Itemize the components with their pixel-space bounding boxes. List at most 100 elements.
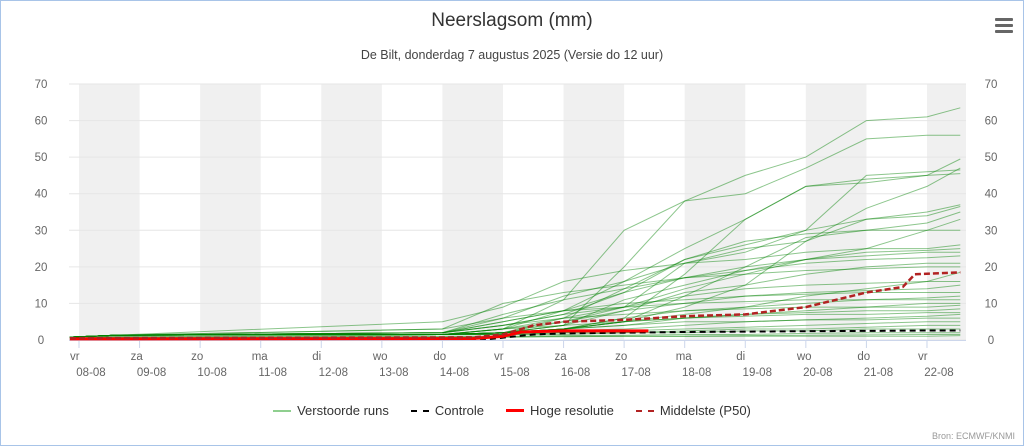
member-line [69, 255, 961, 338]
x-tick-day: wo [796, 351, 812, 363]
y-tick-label-left: 60 [35, 116, 48, 128]
x-tick-date: 13-08 [379, 367, 408, 379]
x-tick-date: 20-08 [803, 367, 832, 379]
member-line [69, 167, 961, 338]
chart-subtitle: De Bilt, donderdag 7 augustus 2025 (Vers… [360, 48, 664, 62]
legend-label: Middelste (P50) [659, 403, 751, 418]
chart-title: Neerslagsom (mm) [431, 10, 593, 31]
legend: Verstoorde runs Controle Hoge resolutie … [1, 403, 1023, 418]
y-tick-label-left: 40 [35, 189, 48, 201]
member-line [69, 266, 961, 338]
member-line [69, 173, 961, 338]
x-tick-date: 22-08 [924, 367, 953, 379]
x-tick-day: vr [918, 351, 928, 363]
member-line [69, 211, 961, 338]
x-tick-day: wo [372, 351, 388, 363]
member-line [69, 244, 961, 338]
y-tick-label-right: 40 [985, 189, 998, 201]
x-tick-day: di [736, 351, 745, 363]
day-band [563, 84, 625, 340]
x-tick-day: vr [70, 351, 80, 363]
member-line [69, 308, 961, 338]
legend-swatch [635, 409, 654, 412]
legend-item-members[interactable]: Verstoorde runs [273, 403, 389, 418]
x-tick-date: 09-08 [137, 367, 166, 379]
x-tick-day: ma [252, 351, 269, 363]
y-tick-label-left: 10 [35, 298, 48, 310]
y-tick-label-right: 30 [985, 225, 998, 237]
x-tick-day: do [857, 351, 870, 363]
y-tick-label-left: 70 [35, 79, 48, 91]
day-band [321, 84, 382, 340]
day-band [805, 84, 867, 340]
member-line [69, 304, 961, 338]
member-line [69, 292, 961, 338]
day-band [442, 84, 503, 340]
x-tick-date: 21-08 [864, 367, 893, 379]
member-line [69, 312, 961, 338]
x-tick-date: 16-08 [561, 367, 590, 379]
legend-swatch [410, 409, 429, 412]
member-line [69, 332, 961, 339]
x-tick-day: do [433, 351, 446, 363]
control-line [69, 329, 961, 340]
x-tick-day: ma [676, 351, 693, 363]
member-line [69, 313, 961, 338]
day-band [926, 84, 966, 340]
x-tick-date: 18-08 [682, 367, 711, 379]
x-tick-day: vr [494, 351, 504, 363]
member-line [69, 158, 961, 338]
x-tick-day: di [312, 351, 321, 363]
y-tick-label-left: 0 [38, 335, 44, 347]
x-tick-date: 14-08 [440, 367, 469, 379]
y-tick-label-left: 50 [35, 152, 48, 164]
member-line [69, 295, 961, 338]
legend-swatch [506, 409, 525, 412]
member-line [69, 107, 961, 338]
y-tick-label-right: 20 [985, 262, 998, 274]
x-tick-date: 10-08 [197, 367, 226, 379]
member-line [69, 169, 961, 338]
legend-label: Controle [434, 403, 485, 418]
hires-line [69, 329, 649, 341]
member-line [69, 251, 961, 338]
plot-area: 0 0 10 10 20 20 30 30 40 40 50 50 60 60 70 70 vr 08-08 za 0… [35, 79, 998, 379]
member-line [69, 262, 961, 338]
day-band [684, 84, 746, 340]
x-tick-date: 11-08 [258, 367, 287, 379]
x-tick-date: 12-08 [319, 367, 348, 379]
member-line [69, 218, 961, 338]
member-line [69, 321, 961, 338]
legend-label: Verstoorde runs [297, 403, 389, 418]
legend-item-hires[interactable]: Hoge resolutie [506, 403, 614, 418]
credits[interactable]: Bron: ECMWF/KNMI [931, 431, 1015, 441]
member-line [69, 317, 961, 338]
member-line [69, 229, 961, 338]
x-tick-date: 15-08 [500, 367, 529, 379]
x-tick-date: 08-08 [76, 367, 105, 379]
x-tick-date: 17-08 [621, 367, 650, 379]
day-band [200, 84, 261, 340]
member-line [69, 281, 961, 338]
legend-item-p50[interactable]: Middelste (P50) [635, 403, 751, 418]
x-tick-date: 19-08 [743, 367, 772, 379]
legend-swatch [273, 409, 292, 412]
y-tick-label-right: 0 [988, 335, 994, 347]
member-line [69, 299, 961, 338]
y-tick-label-left: 30 [35, 225, 48, 237]
y-tick-label-right: 60 [985, 116, 998, 128]
member-line [69, 204, 961, 338]
x-tick-day: za [131, 351, 144, 363]
legend-item-control[interactable]: Controle [410, 403, 485, 418]
hamburger-menu-icon[interactable] [995, 18, 1013, 34]
day-band [79, 84, 140, 340]
y-tick-label-right: 70 [985, 79, 998, 91]
member-line [69, 302, 961, 338]
member-line [69, 248, 961, 338]
x-tick-day: zo [615, 351, 627, 363]
x-tick-day: zo [191, 351, 203, 363]
member-line [69, 134, 961, 338]
x-tick-day: za [555, 351, 568, 363]
y-tick-label-left: 20 [35, 262, 48, 274]
